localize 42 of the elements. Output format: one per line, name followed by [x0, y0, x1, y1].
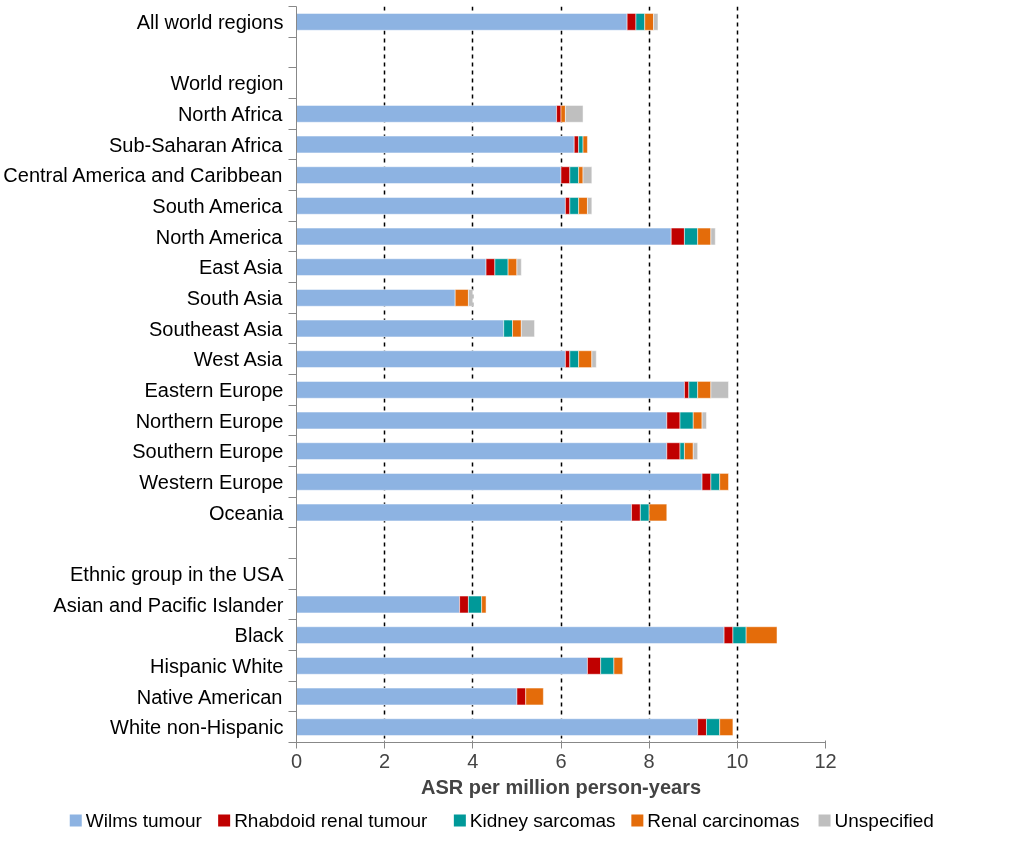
legend-label: Wilms tumour [85, 810, 203, 831]
bar [296, 381, 685, 399]
bar [296, 135, 575, 154]
y-tick-label: East Asia [199, 256, 284, 279]
y-tick-label: White non-Hispanic [110, 716, 284, 739]
y-tick-label: South America [152, 194, 284, 217]
y-tick-label: Hispanic White [150, 654, 284, 677]
x-tick-label: 8 [643, 749, 655, 772]
y-tick-label: Asian and Pacific Islander [53, 593, 284, 616]
x-tick-label: 2 [379, 749, 391, 772]
x-tick-label: 12 [814, 749, 837, 772]
y-tick-label: Ethnic group in the USA [70, 562, 285, 585]
y-tick-label: Southern Europe [132, 440, 284, 463]
legend-label: Rhabdoid renal tumour [234, 810, 429, 831]
y-tick-label: Black [234, 624, 285, 647]
bar [296, 105, 557, 123]
y-tick-label: Sub-Saharan Africa [108, 133, 284, 156]
legend-label: Kidney sarcomas [469, 810, 616, 831]
x-tick-label: 6 [555, 749, 567, 772]
y-tick-label: North America [155, 225, 284, 248]
x-axis-title: ASR per million person-years [420, 775, 702, 798]
bar [296, 197, 566, 215]
y-tick-label: Southeast Asia [148, 317, 284, 340]
x-tick-label: 4 [467, 749, 479, 772]
legend-label: Unspecified [834, 810, 934, 831]
y-tick-label: West Asia [193, 348, 284, 371]
y-tick-label: Western Europe [139, 470, 284, 493]
y-tick-label: All world regions [136, 10, 284, 33]
y-tick-label: World region [170, 72, 284, 95]
bar [582, 166, 593, 184]
y-tick-label: Northern Europe [135, 409, 284, 432]
bar [582, 135, 588, 154]
y-tick-label: Native American [136, 685, 283, 708]
legend-label: Renal carcinomas [647, 810, 800, 831]
y-tick-label: North Africa [177, 102, 284, 125]
y-tick-label: Eastern Europe [144, 378, 284, 401]
x-tick-label: 10 [726, 749, 749, 772]
y-tick-label: Central America and Caribbean [3, 164, 283, 187]
x-tick-label: 0 [290, 749, 303, 772]
y-tick-label: Oceania [209, 501, 285, 524]
bar [296, 350, 566, 368]
y-tick-label: South Asia [186, 286, 284, 309]
